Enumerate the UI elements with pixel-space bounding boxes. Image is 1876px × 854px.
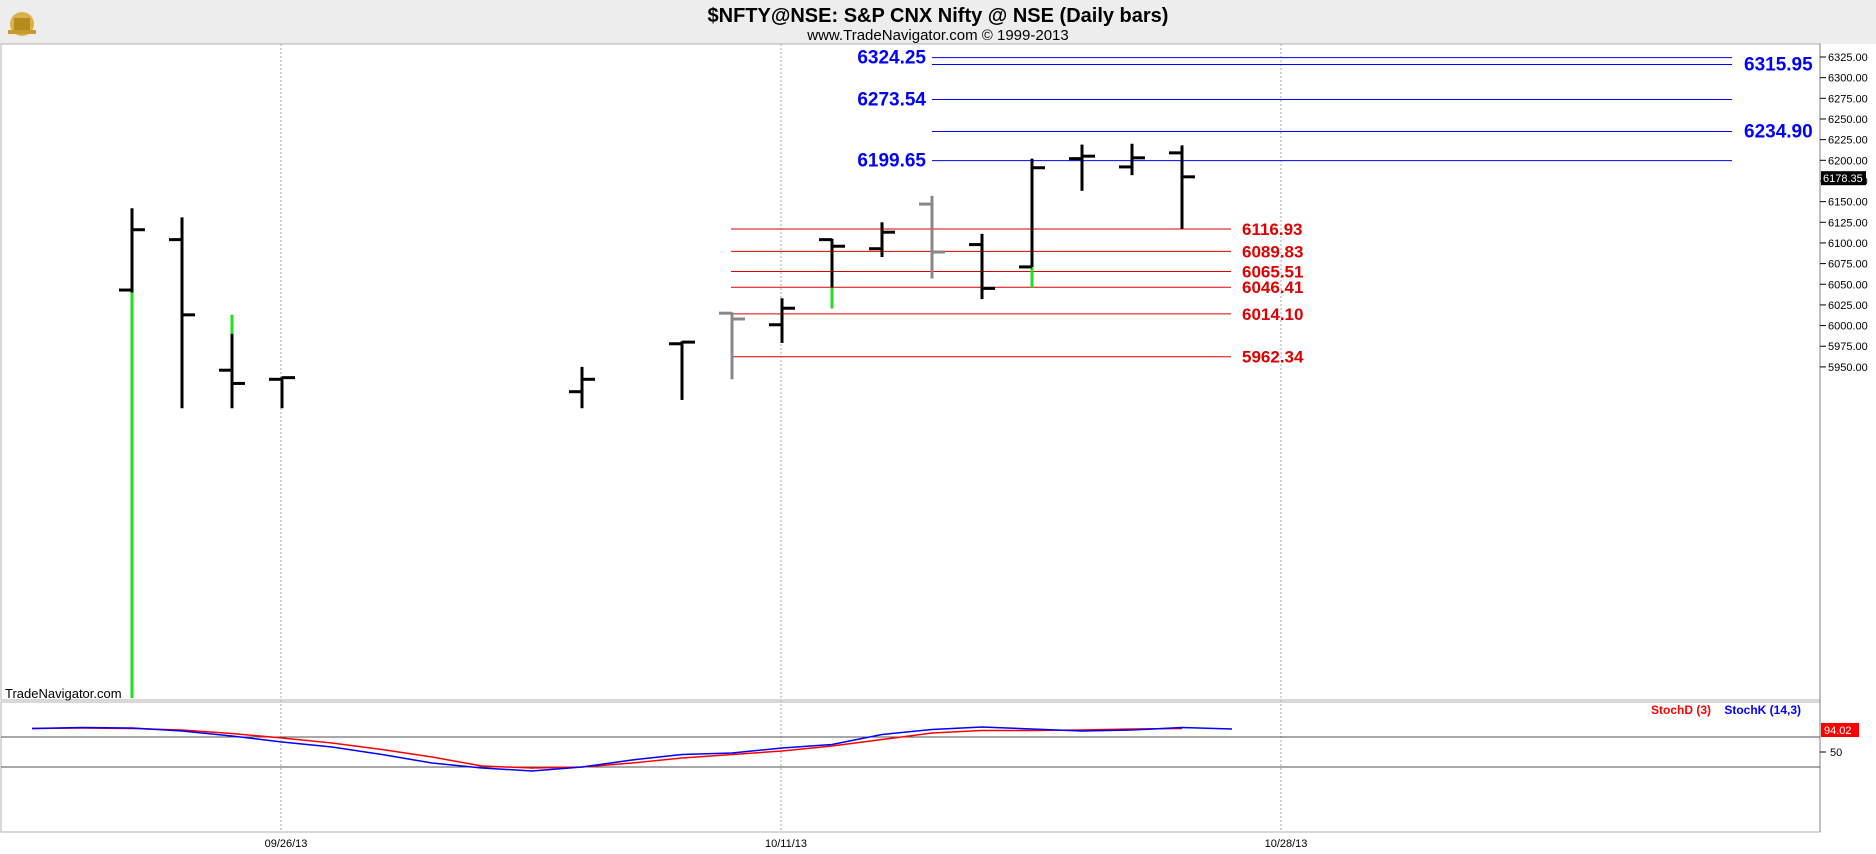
- price-tick-label: 6050.00: [1828, 279, 1868, 291]
- chart-subtitle: www.TradeNavigator.com © 1999-2013: [806, 27, 1068, 44]
- price-tick-label: 6075.00: [1828, 259, 1868, 271]
- resistance-label: 6324.25: [857, 48, 926, 69]
- resistance-label: 6199.65: [857, 151, 926, 172]
- price-tick-label: 6025.00: [1828, 300, 1868, 312]
- support-label: 6046.41: [1242, 278, 1303, 297]
- ohlc-bars: [119, 143, 1195, 698]
- price-tick-label: 6300.00: [1828, 73, 1868, 85]
- price-tick-label: 5975.00: [1828, 341, 1868, 353]
- price-tick-label: 5950.00: [1828, 362, 1868, 374]
- vertical-grid: [280, 44, 1282, 832]
- last-price-label: 6178.35: [1823, 173, 1863, 185]
- stoch-value-tag: [1821, 722, 1859, 737]
- price-tick-label: 6325.00: [1828, 52, 1868, 64]
- legend-stochd: StochD (3): [1651, 703, 1711, 717]
- stochd-line: [31, 727, 1183, 769]
- resistance-label: 6273.54: [857, 90, 926, 111]
- price-tick-label: 6000.00: [1828, 321, 1868, 333]
- date-tick-label: 10/28/13: [1265, 838, 1308, 850]
- price-panel: [0, 43, 1821, 701]
- resistance-label: 6234.90: [1744, 121, 1813, 142]
- date-tick-label: 09/26/13: [265, 838, 308, 850]
- support-label: 6089.83: [1242, 242, 1303, 261]
- price-tick-label: 6225.00: [1828, 135, 1868, 147]
- logo-icon: [8, 12, 36, 36]
- support-label: 6116.93: [1242, 220, 1303, 239]
- date-axis: 09/26/13 10/11/13 10/28/13: [265, 838, 1308, 850]
- price-tick-label: 6275.00: [1828, 93, 1868, 105]
- stoch-value-label: 94.02: [1824, 725, 1852, 737]
- price-tick-label: 6200.00: [1828, 155, 1868, 167]
- price-tick-label: 6150.00: [1828, 197, 1868, 209]
- date-tick-label: 10/11/13: [765, 838, 807, 850]
- last-price-tag: [1821, 171, 1866, 186]
- header-background: [0, 0, 1876, 44]
- stochk-line: [31, 726, 1233, 772]
- watermark: TradeNavigator.com: [5, 686, 122, 701]
- price-tick-label: 6100.00: [1828, 238, 1868, 250]
- price-axis: 6325.00 6300.00 6275.00 6250.00 6225.00 6200.…: [1820, 52, 1868, 374]
- chart-title: $NFTY@NSE: S&P CNX Nifty @ NSE (Daily ba…: [708, 5, 1169, 27]
- stoch-tick-label: 50: [1830, 747, 1842, 759]
- support-label: 6065.51: [1242, 262, 1303, 281]
- price-tick-label: 6125.00: [1828, 217, 1868, 229]
- resistance-label: 6315.95: [1744, 54, 1813, 75]
- support-label: 5962.34: [1242, 348, 1304, 367]
- legend-stochk: StochK (14,3): [1724, 703, 1801, 717]
- stochastic-lines: 50 94.02: [1, 722, 1859, 772]
- price-tick-label: 6250.00: [1828, 114, 1868, 126]
- support-label: 6014.10: [1242, 305, 1303, 324]
